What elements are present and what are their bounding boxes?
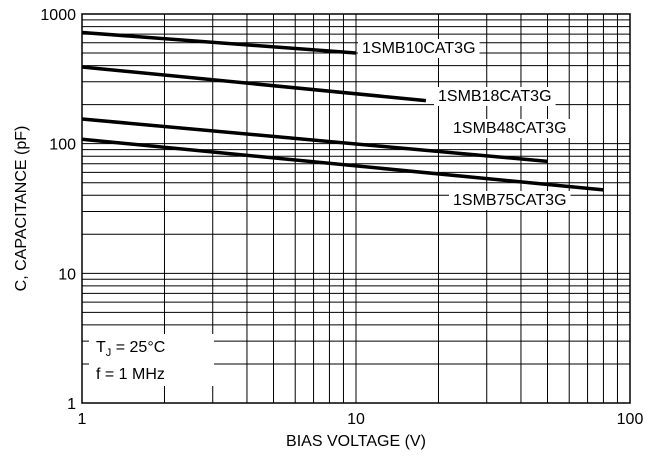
series-label-1smb48cat3g: 1SMB48CAT3G <box>449 119 571 138</box>
tick-labels: 1 10 100 1 10 100 1000 <box>40 7 643 428</box>
series-line-1smb75cat3g <box>81 137 604 192</box>
tj-value: = 25°C <box>111 339 165 356</box>
series-lines <box>81 30 604 192</box>
junction-temperature-note: TJ = 25°C <box>96 339 165 359</box>
tj-subscript: J <box>106 347 112 359</box>
x-tick-label: 1 <box>78 411 87 428</box>
y-tick-label: 1 <box>67 396 76 413</box>
tj-symbol: T <box>96 339 106 356</box>
y-tick-label: 10 <box>58 266 76 283</box>
frequency-note: f = 1 MHz <box>96 366 165 383</box>
series-label-background <box>449 191 571 210</box>
conditions-note-background <box>89 334 214 386</box>
plot-frame <box>81 13 631 404</box>
y-tick-label: 1000 <box>40 7 76 24</box>
x-axis-title: BIAS VOLTAGE (V) <box>286 433 426 450</box>
series-label-text: 1SMB75CAT3G <box>453 192 567 209</box>
y-axis-title: C, CAPACITANCE (pF) <box>13 126 30 292</box>
series-labels: 1SMB10CAT3G 1SMB18CAT3G 1SMB48CAT3G 1SMB75C… <box>358 39 571 210</box>
series-label-1smb18cat3g: 1SMB18CAT3G <box>434 87 556 106</box>
series-line-1smb48cat3g <box>81 117 548 164</box>
x-tick-label: 100 <box>617 411 644 428</box>
series-label-1smb75cat3g: 1SMB75CAT3G <box>449 191 571 210</box>
series-label-1smb10cat3g: 1SMB10CAT3G <box>358 39 480 58</box>
series-line-1smb18cat3g <box>81 65 427 103</box>
series-label-background <box>358 39 480 58</box>
series-label-text: 1SMB48CAT3G <box>453 120 567 137</box>
series-label-text: 1SMB18CAT3G <box>438 88 552 105</box>
series-line-1smb10cat3g <box>81 30 357 55</box>
conditions-note: TJ = 25°C f = 1 MHz <box>89 334 214 386</box>
y-tick-label: 100 <box>49 137 76 154</box>
series-label-background <box>449 119 571 138</box>
x-tick-label: 10 <box>347 411 365 428</box>
series-label-background <box>434 87 556 106</box>
series-label-text: 1SMB10CAT3G <box>362 40 476 57</box>
